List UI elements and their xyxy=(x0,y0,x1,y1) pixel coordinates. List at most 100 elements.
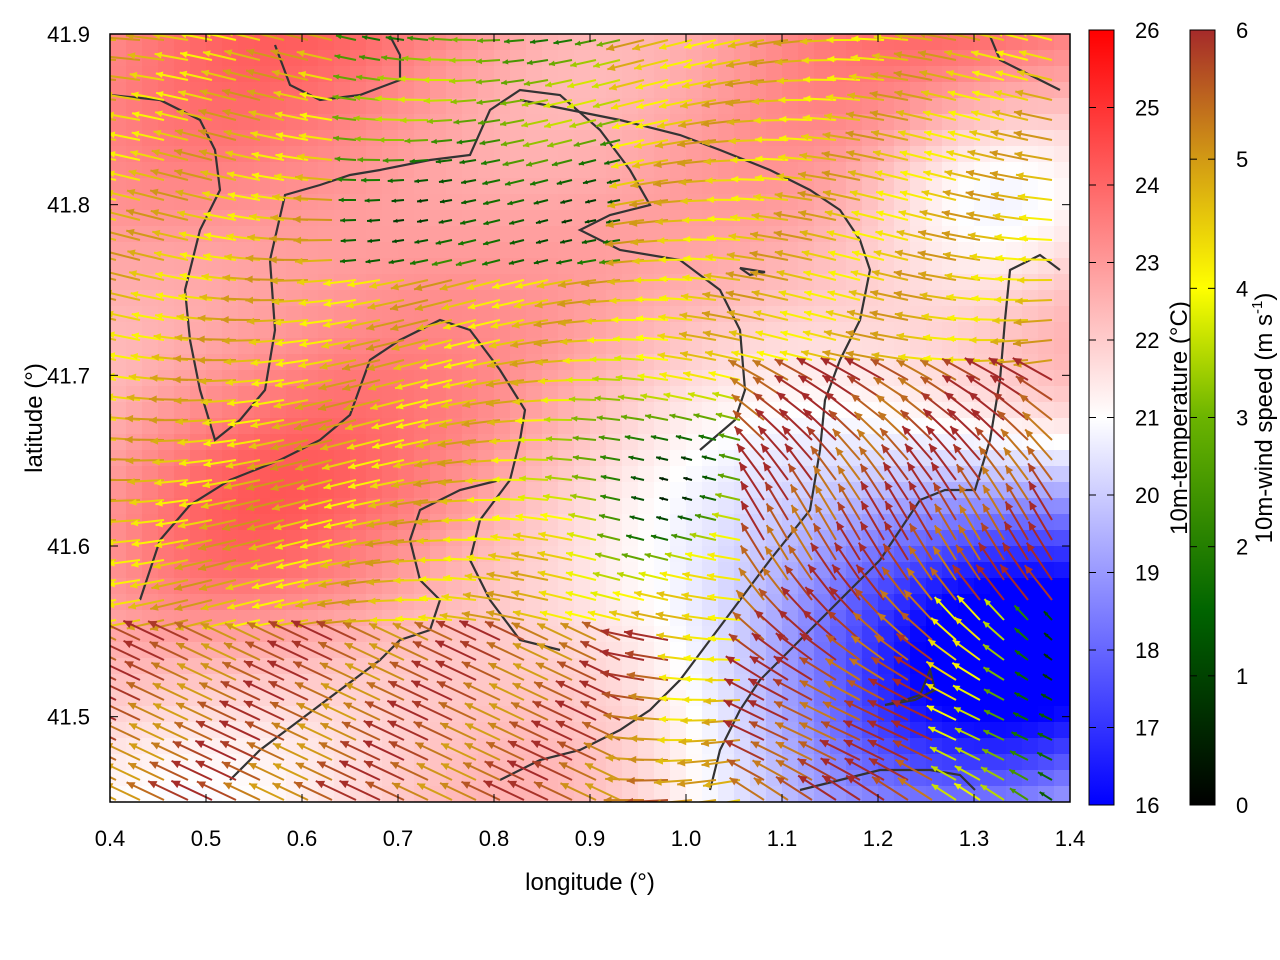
wind-vector-head xyxy=(78,93,86,100)
wind-vector-head xyxy=(83,413,90,420)
temperature-cell xyxy=(542,146,559,163)
temperature-cell xyxy=(638,130,655,147)
temperature-cell xyxy=(414,82,431,99)
temperature-cell xyxy=(190,130,207,147)
temperature-cell xyxy=(494,130,511,147)
temperature-cell xyxy=(462,130,479,147)
temperature-cell xyxy=(366,210,383,227)
temperature-cell xyxy=(814,290,831,307)
temperature-cell xyxy=(430,242,447,259)
temperature-cell xyxy=(558,66,575,83)
temperature-cell xyxy=(846,34,863,51)
temperature-cell xyxy=(670,162,687,179)
temperature-cell xyxy=(142,322,159,339)
temperature-cell xyxy=(670,626,687,643)
temperature-cell xyxy=(542,34,559,51)
temperature-cell xyxy=(990,274,1007,291)
wind-vector-head xyxy=(83,152,91,159)
temperature-cell xyxy=(462,82,479,99)
temperature-cell xyxy=(686,322,703,339)
temperature-cell xyxy=(670,418,687,435)
temperature-cell xyxy=(1022,290,1039,307)
temperature-cell xyxy=(350,338,367,355)
temperature-cell xyxy=(1054,754,1070,771)
temperature-cell xyxy=(334,466,351,483)
temperature-cell xyxy=(958,578,975,595)
temperature-cell xyxy=(686,306,703,323)
temperature-cell xyxy=(654,770,671,787)
temperature-cell xyxy=(558,306,575,323)
temperature-cell xyxy=(1006,690,1023,707)
temperature-cell xyxy=(1054,770,1070,787)
temperature-cell xyxy=(318,402,335,419)
temperature-cell xyxy=(430,226,447,243)
temperature-cell xyxy=(622,466,639,483)
temperature-cell xyxy=(686,114,703,131)
temperature-cell xyxy=(270,354,287,371)
temperature-cell xyxy=(110,34,127,51)
temperature-cell xyxy=(238,226,255,243)
temperature-cell xyxy=(494,34,511,51)
temperature-cell xyxy=(622,658,639,675)
temperature-cell xyxy=(302,418,319,435)
temperature-cell xyxy=(654,50,671,67)
temperature-cell xyxy=(318,242,335,259)
temperature-cell xyxy=(254,178,271,195)
temperature-cell xyxy=(478,162,495,179)
temperature-cell xyxy=(622,98,639,115)
temperature-cell xyxy=(654,226,671,243)
temperature-cell xyxy=(670,34,687,51)
temperature-cell xyxy=(350,354,367,371)
temperature-cell xyxy=(670,498,687,515)
temperature-cell xyxy=(638,338,655,355)
temperature-cell xyxy=(542,66,559,83)
temperature-cell xyxy=(622,34,639,51)
temperature-cell xyxy=(286,274,303,291)
temperature-cell xyxy=(894,546,911,563)
temperature-cell xyxy=(734,178,751,195)
temperature-cell xyxy=(446,178,463,195)
temperature-cell xyxy=(286,98,303,115)
temperature-cell xyxy=(158,434,175,451)
temperature-cell xyxy=(462,226,479,243)
temperature-cell xyxy=(718,178,735,195)
temperature-cell xyxy=(206,386,223,403)
temperature-cell xyxy=(254,258,271,275)
temperature-cell xyxy=(782,258,799,275)
temperature-cell xyxy=(942,82,959,99)
temperature-cell xyxy=(894,466,911,483)
temperature-cell xyxy=(430,274,447,291)
temperature-cell xyxy=(478,306,495,323)
temperature-cell xyxy=(494,290,511,307)
temperature-cell xyxy=(430,210,447,227)
temperature-cell xyxy=(462,34,479,51)
temperature-cell xyxy=(382,210,399,227)
temperature-cell xyxy=(318,450,335,467)
temperature-cell xyxy=(430,82,447,99)
temperature-cell xyxy=(942,98,959,115)
temperature-cell xyxy=(446,386,463,403)
temperature-cell xyxy=(574,66,591,83)
temperature-cell xyxy=(590,674,607,691)
temperature-cell xyxy=(574,178,591,195)
temperature-cell xyxy=(286,386,303,403)
temperature-cell xyxy=(702,466,719,483)
temperature-cell xyxy=(414,146,431,163)
temperature-cell xyxy=(942,546,959,563)
wind-vector-head xyxy=(102,497,110,504)
temperature-cell xyxy=(398,226,415,243)
temperature-cell xyxy=(654,498,671,515)
temperature-cell xyxy=(430,322,447,339)
temperature-cell xyxy=(430,258,447,275)
temperature-cell xyxy=(974,642,991,659)
temperature-cell xyxy=(526,82,543,99)
temperature-cell xyxy=(910,338,927,355)
temperature-cell xyxy=(622,770,639,787)
temperature-cell xyxy=(478,274,495,291)
temperature-cell xyxy=(110,674,127,691)
wind-vector-head xyxy=(79,249,87,256)
temperature-cell xyxy=(542,322,559,339)
temperature-cell xyxy=(526,226,543,243)
temperature-cell xyxy=(526,482,543,499)
